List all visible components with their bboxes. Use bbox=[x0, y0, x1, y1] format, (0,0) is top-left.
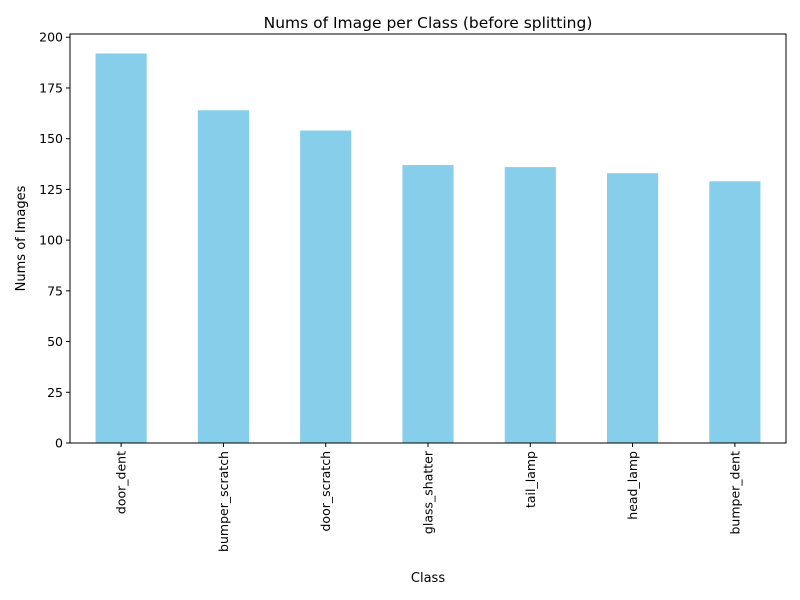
bar-head_lamp bbox=[607, 173, 659, 443]
x-tick-label: door_dent bbox=[114, 451, 129, 514]
bar-door_scratch bbox=[300, 130, 352, 443]
x-axis: door_dent bumper_scratch door_scratch glass… bbox=[114, 443, 742, 552]
bars-group bbox=[95, 53, 761, 444]
y-axis-title: Nums of Images bbox=[14, 185, 29, 291]
x-tick-label: tail_lamp bbox=[523, 451, 538, 508]
y-tick-label: 0 bbox=[55, 436, 63, 451]
y-tick-label: 50 bbox=[47, 334, 63, 349]
plot-frame bbox=[69, 33, 787, 444]
x-axis-title: Class bbox=[411, 571, 445, 586]
chart-title: Nums of Image per Class (before splittin… bbox=[264, 14, 593, 32]
y-tick-label: 25 bbox=[47, 385, 63, 400]
bar-tail_lamp bbox=[504, 167, 556, 444]
y-tick-label: 175 bbox=[39, 80, 63, 95]
x-tick-label: head_lamp bbox=[625, 451, 640, 520]
x-tick-label: bumper_dent bbox=[727, 451, 742, 535]
y-tick-label: 75 bbox=[47, 283, 63, 298]
x-tick-label: bumper_scratch bbox=[216, 451, 231, 552]
y-tick-label: 150 bbox=[39, 131, 63, 146]
y-tick-label: 125 bbox=[39, 182, 63, 197]
bar-bumper_dent bbox=[709, 181, 761, 443]
bar-bumper_scratch bbox=[197, 110, 249, 444]
y-tick-label: 200 bbox=[39, 30, 63, 45]
y-tick-label: 100 bbox=[39, 233, 63, 248]
bar-door_dent bbox=[95, 53, 147, 443]
y-axis: 0 25 50 75 100 125 150 175 200 bbox=[39, 30, 70, 451]
x-tick-label: glass_shatter bbox=[421, 450, 436, 534]
x-tick-label: door_scratch bbox=[318, 451, 333, 532]
bar-glass_shatter bbox=[402, 165, 454, 443]
